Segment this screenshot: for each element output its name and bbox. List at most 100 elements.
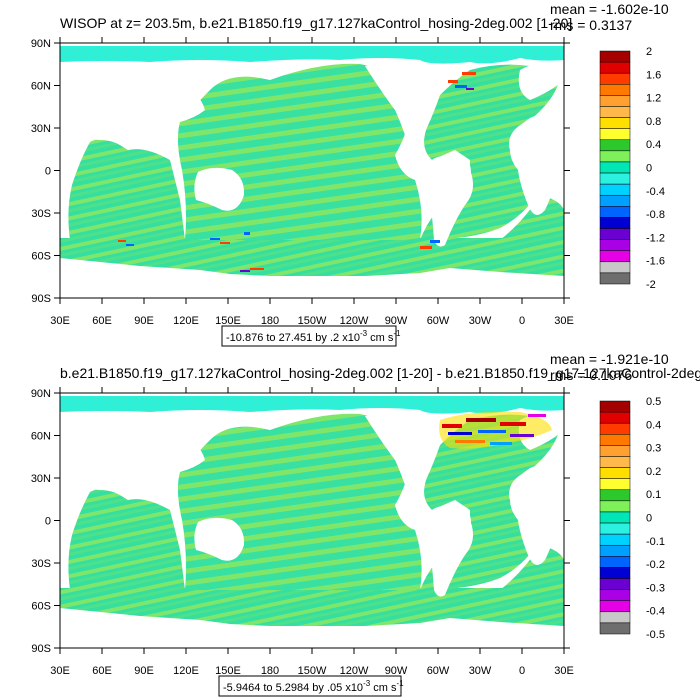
colorbar-label: 0.5 bbox=[646, 396, 661, 408]
colorbar-swatch bbox=[599, 150, 631, 163]
colorbar-swatch bbox=[599, 622, 631, 635]
colorbar-label: -0.8 bbox=[646, 209, 665, 221]
y-tick-label: 30N bbox=[31, 473, 51, 485]
colorbar-label: 1.6 bbox=[646, 69, 661, 81]
colorbar-swatch bbox=[599, 400, 631, 413]
colorbar-label: 0.4 bbox=[646, 419, 661, 431]
colorbar-label: -0.1 bbox=[646, 536, 665, 548]
y-tick-label: 0 bbox=[45, 516, 51, 528]
panel-1-title: WISOP at z= 203.5m, b.e21.B1850.f19_g17.… bbox=[60, 15, 572, 31]
svg-text:-5.9464 to 5.2984 by .05 x10-3: -5.9464 to 5.2984 by .05 x10-3 cm s-1 bbox=[223, 679, 404, 694]
colorbar-swatch bbox=[599, 250, 631, 263]
panel-2-title: b.e21.B1850.f19_g17.127kaControl_hosing-… bbox=[60, 365, 700, 381]
colorbar-swatch bbox=[599, 478, 631, 491]
panel-1: WISOP at z= 203.5m, b.e21.B1850.f19_g17.… bbox=[31, 1, 669, 347]
colorbar-swatch bbox=[599, 589, 631, 601]
x-tick-label: 60W bbox=[427, 315, 450, 327]
colorbar-swatch bbox=[599, 139, 631, 152]
colorbar-label: 0 bbox=[646, 513, 652, 525]
colorbar-label: 0.8 bbox=[646, 116, 661, 128]
panel-1-info-exp: -3 bbox=[360, 329, 368, 338]
colorbar-swatch bbox=[599, 61, 631, 74]
panel-2-mean: mean = -1.921e-10 bbox=[550, 351, 669, 367]
x-tick-label: 180 bbox=[261, 315, 279, 327]
panel-1-mean: mean = -1.602e-10 bbox=[550, 1, 669, 17]
colorbar-swatch bbox=[599, 578, 631, 590]
panel-2-x-axis: 30E 60E 90E 120E 150E 180 150W 120W 90W 60W 30W 0 30… bbox=[50, 387, 574, 677]
svg-text:-10.876 to 27.451 by .2 x10-3: -10.876 to 27.451 by .2 x10-3 cm s-1 bbox=[226, 329, 401, 344]
x-tick-label: 120W bbox=[340, 315, 369, 327]
panel-2-info-exp: -3 bbox=[363, 679, 371, 688]
colorbar-swatch bbox=[599, 239, 631, 251]
colorbar-label: 0 bbox=[646, 163, 652, 175]
panel-1-x-axis: 30E 60E 90E 120E 150E 180 150W 120W 90W 60W 30W 0 30… bbox=[50, 37, 574, 327]
x-tick-label: 90W bbox=[385, 665, 408, 677]
colorbar-swatch bbox=[599, 445, 631, 457]
colorbar-swatch bbox=[599, 544, 631, 557]
panel-2-y-axis: 90N 60N 30N 0 30S 60S 90S bbox=[31, 388, 570, 655]
panel-1-rms: rms = 0.3137 bbox=[550, 17, 632, 33]
y-tick-label: 90S bbox=[31, 643, 51, 655]
colorbar-swatch bbox=[599, 194, 631, 207]
panel-2-colorbar: 0.5 0.4 0.3 0.2 0.1 0 -0.1 -0.2 -0.3 -0.4 -0.5 bbox=[599, 396, 665, 641]
panel-2-info-box: -5.9464 to 5.2984 by .05 x10-3 cm s-1 bbox=[218, 675, 404, 697]
colorbar-label: -0.4 bbox=[646, 186, 665, 198]
colorbar-label: -1.2 bbox=[646, 232, 665, 244]
colorbar-swatch bbox=[599, 117, 631, 129]
x-tick-label: 90E bbox=[134, 315, 154, 327]
x-tick-label: 30W bbox=[469, 665, 492, 677]
colorbar-swatch bbox=[599, 522, 631, 535]
x-tick-label: 60E bbox=[92, 665, 112, 677]
y-tick-label: 90S bbox=[31, 293, 51, 305]
colorbar-swatch bbox=[599, 128, 631, 141]
colorbar-swatch bbox=[599, 533, 631, 546]
colorbar-swatch bbox=[599, 72, 631, 85]
x-tick-label: 150E bbox=[215, 315, 241, 327]
panel-1-info-box: -10.876 to 27.451 by .2 x10-3 cm s-1 bbox=[221, 325, 401, 347]
colorbar-swatch bbox=[599, 106, 631, 118]
colorbar-swatch bbox=[599, 611, 631, 624]
colorbar-swatch bbox=[599, 206, 631, 218]
colorbar-label: -1.6 bbox=[646, 256, 665, 268]
colorbar-label: -2 bbox=[646, 279, 656, 291]
x-tick-label: 90E bbox=[134, 665, 154, 677]
x-tick-label: 0 bbox=[519, 315, 525, 327]
colorbar-label: 1.2 bbox=[646, 93, 661, 105]
x-tick-label: 30E bbox=[554, 665, 574, 677]
x-tick-label: 150W bbox=[298, 665, 327, 677]
colorbar-label: 2 bbox=[646, 46, 652, 58]
y-tick-label: 30S bbox=[31, 558, 51, 570]
panel-2-info-range: -5.9464 to 5.2984 by .05 x10 bbox=[223, 682, 363, 694]
x-tick-label: 30E bbox=[554, 315, 574, 327]
colorbar-label: -0.3 bbox=[646, 582, 665, 594]
y-tick-label: 90N bbox=[31, 38, 51, 50]
y-tick-label: 30S bbox=[31, 208, 51, 220]
x-tick-label: 150E bbox=[215, 665, 241, 677]
colorbar-swatch bbox=[599, 272, 631, 285]
panel-1-map bbox=[60, 43, 564, 298]
panel-2-rms: rms = 0.1076 bbox=[550, 367, 632, 383]
colorbar-swatch bbox=[599, 500, 631, 513]
panel-2: b.e21.B1850.f19_g17.127kaControl_hosing-… bbox=[31, 351, 700, 697]
x-tick-label: 0 bbox=[519, 665, 525, 677]
x-tick-label: 150W bbox=[298, 315, 327, 327]
panel-2-map bbox=[60, 393, 564, 648]
x-tick-label: 30E bbox=[50, 315, 70, 327]
x-tick-label: 120W bbox=[340, 665, 369, 677]
panel-1-colorbar: 2 1.6 1.2 0.8 0.4 0 -0.4 -0.8 -1.2 -1.6 -2 bbox=[599, 46, 665, 291]
y-tick-label: 60S bbox=[31, 601, 51, 613]
colorbar-label: 0.1 bbox=[646, 489, 661, 501]
colorbar-swatch bbox=[599, 95, 631, 107]
panel-1-info-unit: cm s bbox=[367, 332, 394, 344]
x-tick-label: 60W bbox=[427, 665, 450, 677]
x-tick-label: 120E bbox=[173, 315, 199, 327]
colorbar-swatch bbox=[599, 172, 631, 185]
colorbar-label: -0.2 bbox=[646, 559, 665, 571]
y-tick-label: 90N bbox=[31, 388, 51, 400]
y-tick-label: 60S bbox=[31, 251, 51, 263]
colorbar-swatch bbox=[599, 411, 631, 424]
x-tick-label: 90W bbox=[385, 315, 408, 327]
colorbar-swatch bbox=[599, 467, 631, 479]
colorbar-swatch bbox=[599, 511, 631, 524]
